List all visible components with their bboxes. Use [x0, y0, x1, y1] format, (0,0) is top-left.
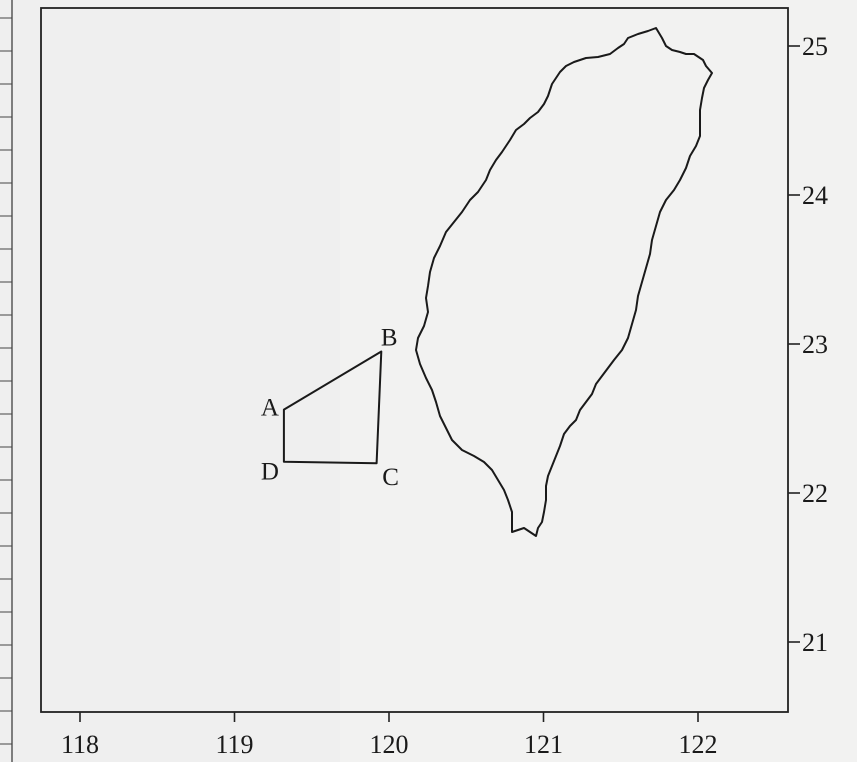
point-label-d: D [261, 459, 279, 486]
binding-strip [0, 0, 13, 762]
map-frame [40, 7, 789, 713]
lon-tick-label: 120 [370, 730, 409, 759]
taiwan-island-outline [415, 27, 713, 537]
lat-tick-label: 25 [802, 32, 828, 61]
quadrilateral-abcd [282, 350, 383, 465]
point-label-c: C [382, 464, 399, 491]
point-label-b: B [381, 324, 398, 351]
lat-tick-label: 24 [802, 181, 828, 210]
point-labels: A B C D [261, 324, 399, 491]
lon-tick-label: 122 [679, 730, 718, 759]
binding-ticks [0, 17, 12, 745]
lat-tick-label: 23 [802, 330, 828, 359]
lon-tick-label: 118 [61, 730, 99, 759]
lat-tick-label: 22 [802, 479, 828, 508]
lon-tick-label: 121 [524, 730, 563, 759]
longitude-axis: 118 119 120 121 122 [61, 712, 718, 759]
point-label-a: A [261, 395, 279, 422]
latitude-axis: 25 24 23 22 21 [788, 32, 828, 657]
lon-tick-label: 119 [215, 730, 253, 759]
paper-shade [0, 0, 340, 762]
lat-tick-label: 21 [802, 628, 828, 657]
